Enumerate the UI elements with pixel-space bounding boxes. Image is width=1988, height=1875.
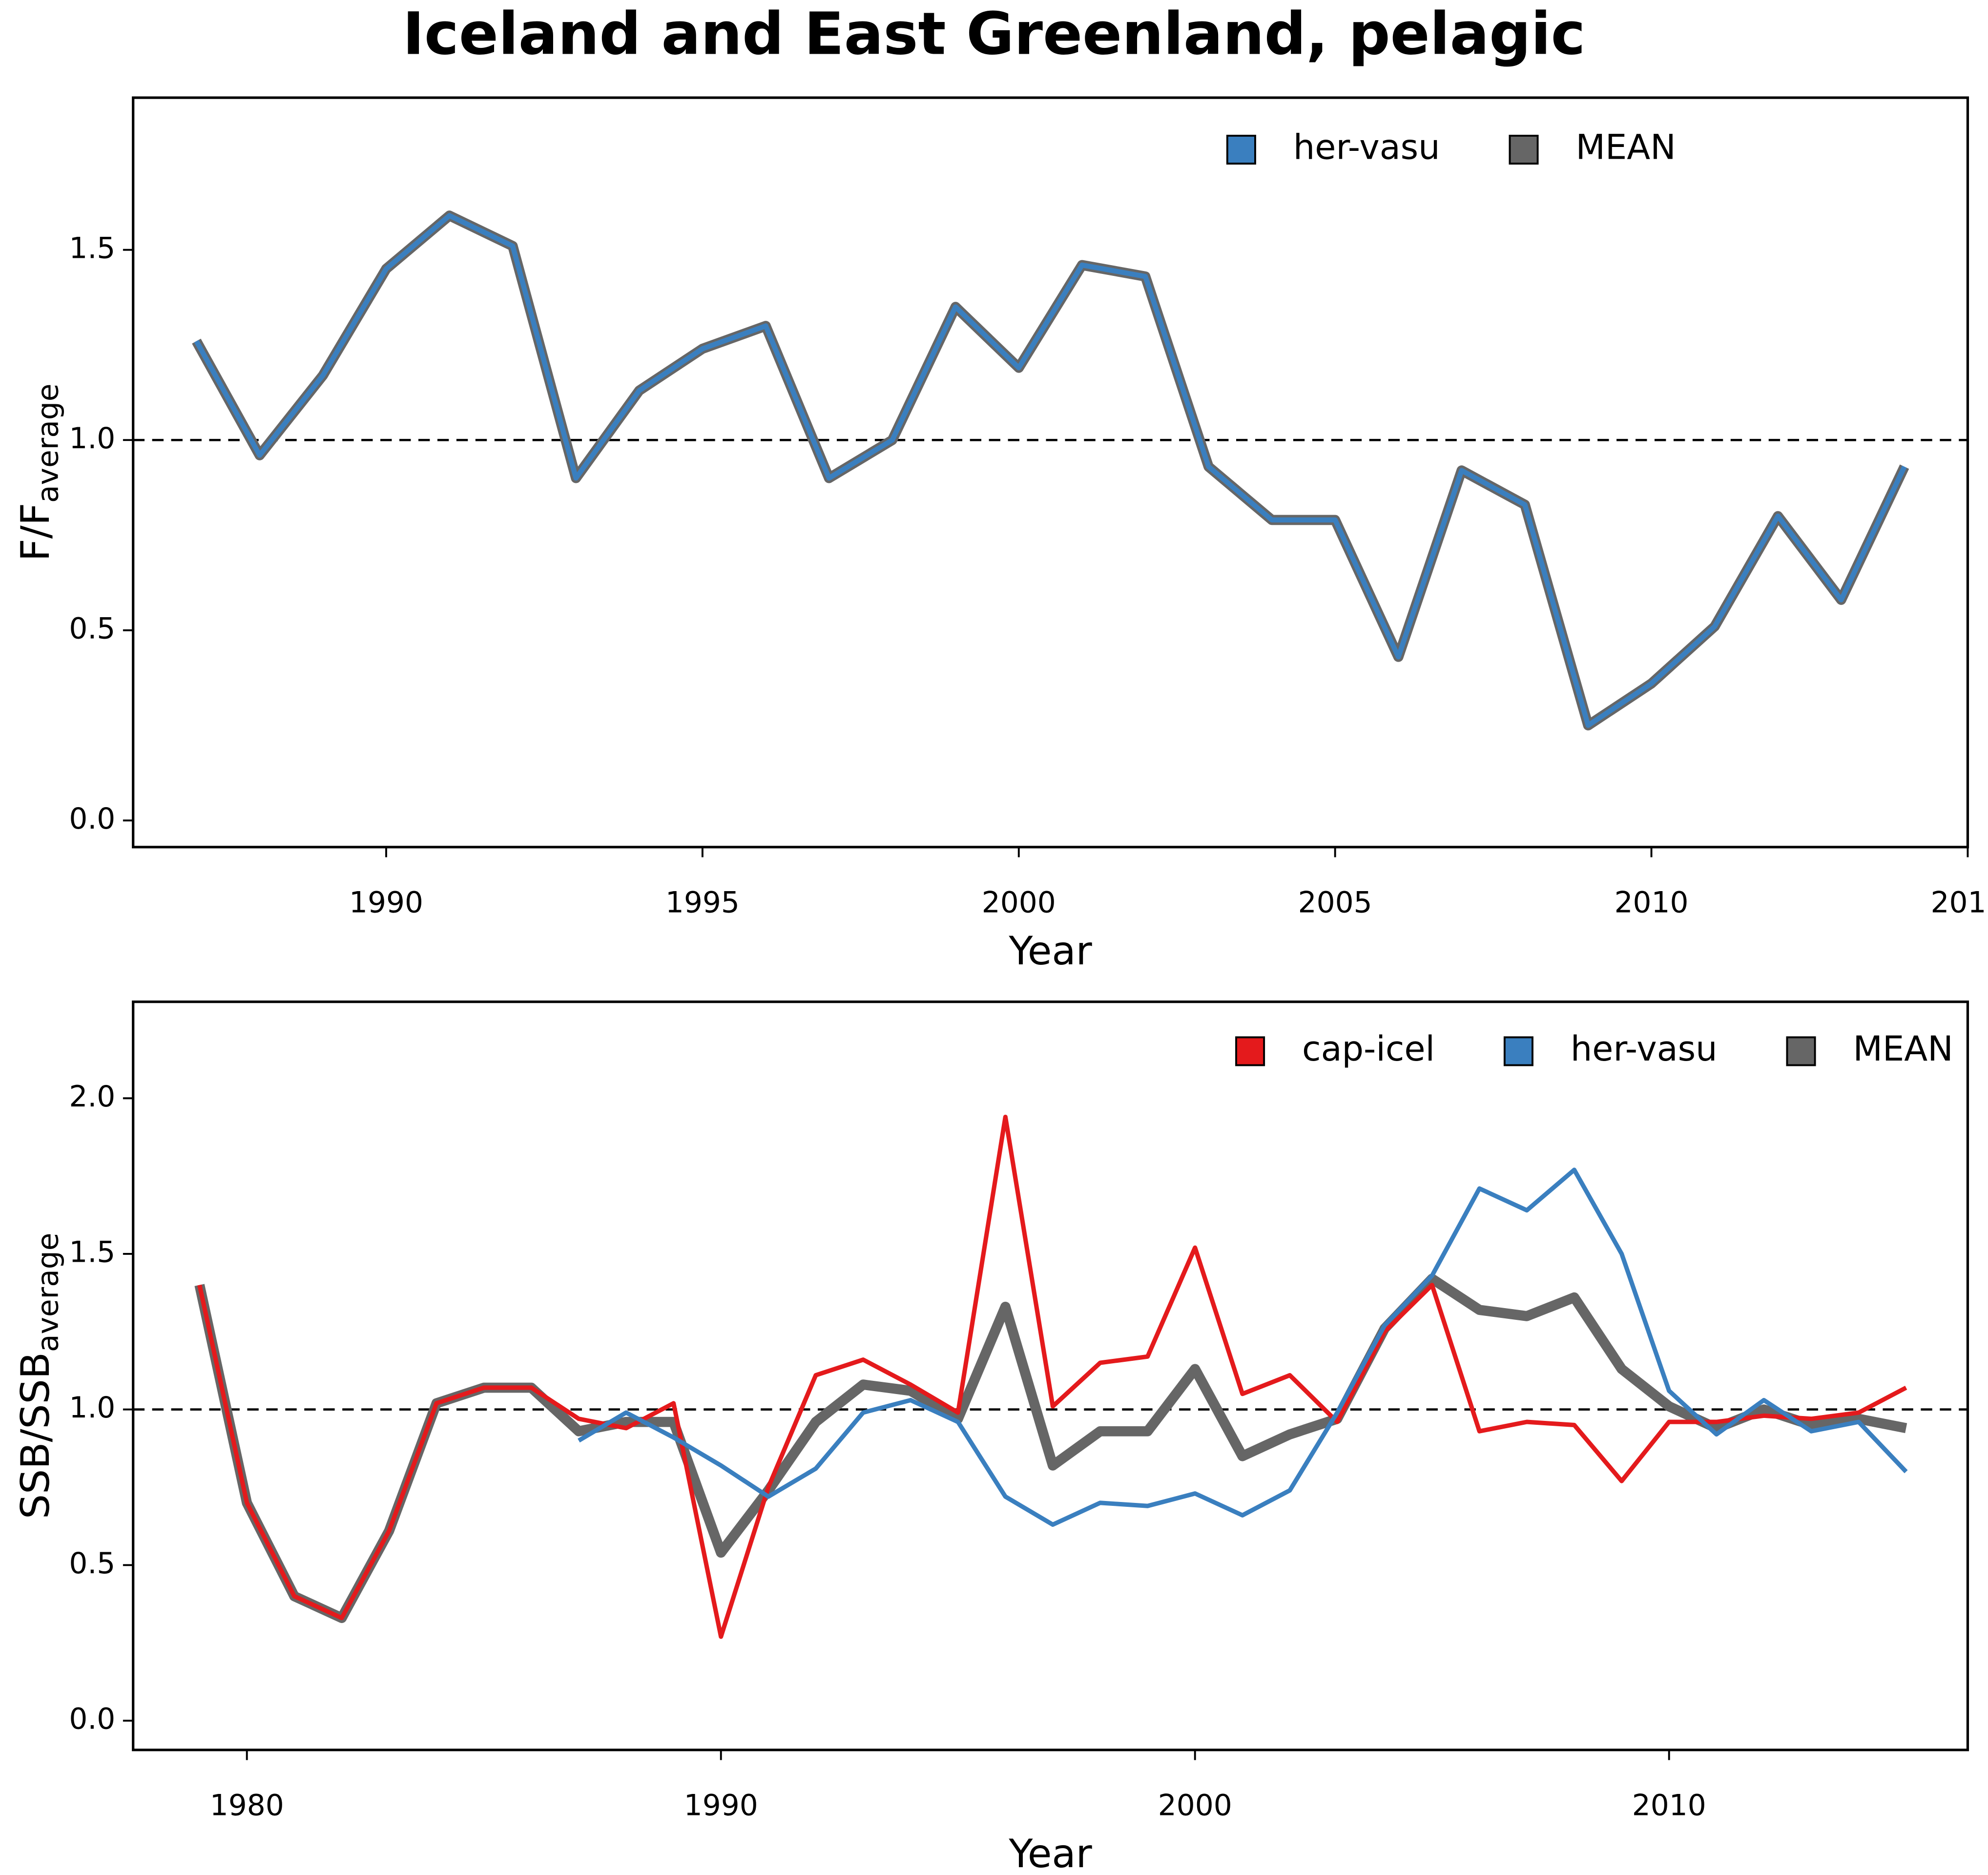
- data-line: [578, 1167, 1908, 1527]
- plot-area: [192, 210, 1909, 730]
- plot-area: [194, 1114, 1908, 1639]
- legend-label: her-vasu: [1293, 127, 1440, 167]
- x-tick-label: 2010: [1632, 1789, 1706, 1822]
- data-line: [194, 213, 1907, 728]
- y-tick-label: 2.0: [69, 1080, 115, 1114]
- legend-label: MEAN: [1576, 127, 1676, 167]
- x-tick-label: 2015: [1930, 886, 1988, 919]
- y-tick-label: 1.5: [69, 231, 115, 265]
- y-axis-title: SSB/SSBaverage: [12, 1233, 65, 1519]
- x-axis-title: Year: [1008, 1831, 1092, 1875]
- y-tick-label: 1.0: [69, 422, 115, 456]
- x-tick-label: 1980: [210, 1789, 284, 1822]
- legend-key: [1509, 135, 1539, 165]
- y-tick-label: 0.0: [69, 802, 115, 836]
- legend-label: her-vasu: [1571, 1029, 1718, 1069]
- y-tick-label: 1.0: [69, 1391, 115, 1425]
- x-tick-label: 2005: [1298, 886, 1372, 919]
- legend-label: cap-icel: [1302, 1029, 1435, 1069]
- legend-key: [1235, 1036, 1265, 1066]
- y-axis-title-sub: average: [31, 383, 65, 502]
- y-tick-label: 0.0: [69, 1703, 115, 1736]
- y-axis-title: F/Faverage: [12, 383, 65, 561]
- x-tick-label: 1990: [349, 886, 423, 919]
- panel-border: [132, 96, 1969, 849]
- y-axis-title-main: SSB/SSB: [12, 1352, 58, 1519]
- y-axis-title-sub: average: [31, 1233, 65, 1352]
- legend-key: [1226, 135, 1256, 165]
- x-tick-label: 2010: [1615, 886, 1689, 919]
- y-tick-label: 0.5: [69, 1547, 115, 1581]
- legend-key: [1503, 1036, 1533, 1066]
- y-tick-label: 0.5: [69, 612, 115, 646]
- data-line: [197, 1114, 1907, 1639]
- y-axis-title-main: F/F: [12, 503, 58, 562]
- x-tick-label: 1995: [665, 886, 740, 919]
- x-tick-label: 1990: [684, 1789, 758, 1822]
- legend-label: MEAN: [1853, 1029, 1953, 1069]
- y-tick-label: 1.5: [69, 1236, 115, 1270]
- panel-border: [132, 1000, 1969, 1751]
- legend-key: [1786, 1036, 1816, 1066]
- x-tick-label: 2000: [1158, 1789, 1232, 1822]
- x-axis-title: Year: [1008, 928, 1092, 974]
- x-tick-label: 2000: [982, 886, 1056, 919]
- figure-title: Iceland and East Greenland, pelagic: [403, 0, 1586, 68]
